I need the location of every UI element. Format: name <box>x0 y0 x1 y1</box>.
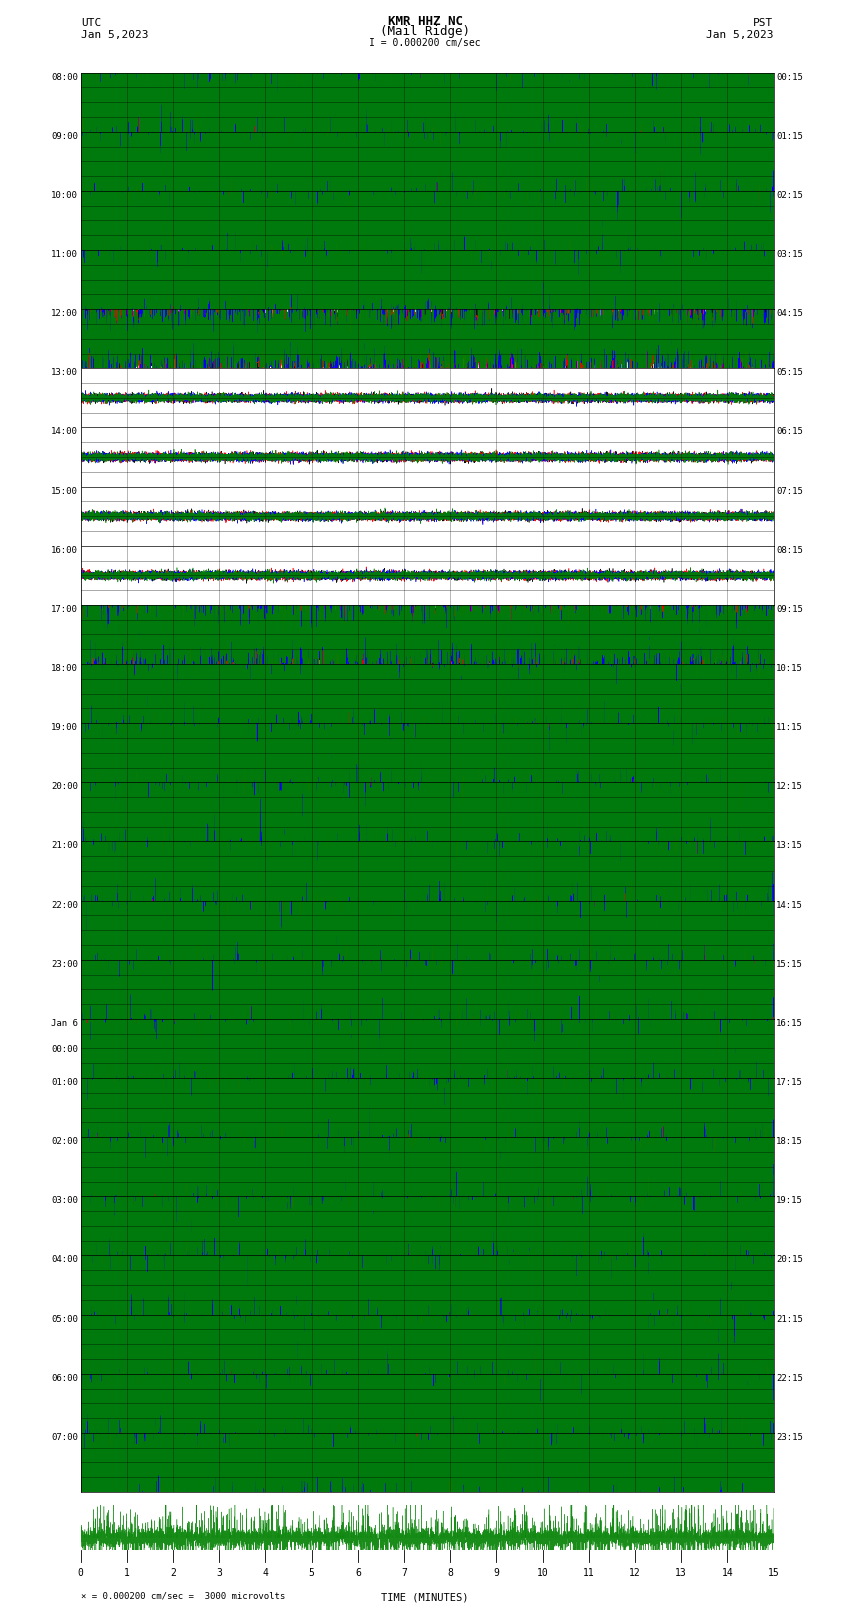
Text: 17:00: 17:00 <box>51 605 78 615</box>
Text: 02:15: 02:15 <box>776 190 803 200</box>
Text: 06:15: 06:15 <box>776 427 803 437</box>
Text: 21:00: 21:00 <box>51 842 78 850</box>
Text: 19:00: 19:00 <box>51 723 78 732</box>
Text: 14:15: 14:15 <box>776 900 803 910</box>
Text: 23:00: 23:00 <box>51 960 78 969</box>
Text: 07:00: 07:00 <box>51 1432 78 1442</box>
Text: 6: 6 <box>355 1568 360 1578</box>
Text: 12:15: 12:15 <box>776 782 803 792</box>
Text: UTC: UTC <box>81 18 101 29</box>
Text: 23:15: 23:15 <box>776 1432 803 1442</box>
Text: 04:15: 04:15 <box>776 310 803 318</box>
Text: 17:15: 17:15 <box>776 1077 803 1087</box>
Text: 10:15: 10:15 <box>776 665 803 673</box>
Text: 20:00: 20:00 <box>51 782 78 792</box>
Text: 00:15: 00:15 <box>776 73 803 82</box>
Text: 00:00: 00:00 <box>51 1045 78 1055</box>
Text: 15:15: 15:15 <box>776 960 803 969</box>
Text: (Mail Ridge): (Mail Ridge) <box>380 24 470 37</box>
Text: 9: 9 <box>494 1568 499 1578</box>
Text: 13: 13 <box>675 1568 687 1578</box>
Text: PST: PST <box>753 18 774 29</box>
Text: 21:15: 21:15 <box>776 1315 803 1324</box>
Text: 16:00: 16:00 <box>51 545 78 555</box>
Text: 20:15: 20:15 <box>776 1255 803 1265</box>
Text: 01:15: 01:15 <box>776 132 803 140</box>
Text: 10:00: 10:00 <box>51 190 78 200</box>
Text: 11:00: 11:00 <box>51 250 78 260</box>
Text: Jan 6: Jan 6 <box>51 1019 78 1027</box>
Text: 06:00: 06:00 <box>51 1374 78 1382</box>
Text: Jan 5,2023: Jan 5,2023 <box>706 29 774 39</box>
Text: 18:15: 18:15 <box>776 1137 803 1147</box>
Text: 11: 11 <box>583 1568 595 1578</box>
Text: 14:00: 14:00 <box>51 427 78 437</box>
Text: 0: 0 <box>78 1568 83 1578</box>
Text: 07:15: 07:15 <box>776 487 803 495</box>
Text: 11:15: 11:15 <box>776 723 803 732</box>
Text: 18:00: 18:00 <box>51 665 78 673</box>
Text: 09:00: 09:00 <box>51 132 78 140</box>
Text: Jan 5,2023: Jan 5,2023 <box>81 29 148 39</box>
Text: 15: 15 <box>768 1568 779 1578</box>
Text: 08:15: 08:15 <box>776 545 803 555</box>
Text: 05:00: 05:00 <box>51 1315 78 1324</box>
Text: 3: 3 <box>217 1568 222 1578</box>
Text: 01:00: 01:00 <box>51 1077 78 1087</box>
Text: 10: 10 <box>536 1568 548 1578</box>
Text: 05:15: 05:15 <box>776 368 803 377</box>
Text: 22:00: 22:00 <box>51 900 78 910</box>
Text: I = 0.000200 cm/sec: I = 0.000200 cm/sec <box>369 37 481 47</box>
Text: × = 0.000200 cm/sec =  3000 microvolts: × = 0.000200 cm/sec = 3000 microvolts <box>81 1590 285 1600</box>
Text: 5: 5 <box>309 1568 314 1578</box>
Text: 12:00: 12:00 <box>51 310 78 318</box>
Text: TIME (MINUTES): TIME (MINUTES) <box>382 1592 468 1602</box>
Text: 19:15: 19:15 <box>776 1197 803 1205</box>
Text: 15:00: 15:00 <box>51 487 78 495</box>
Text: 03:15: 03:15 <box>776 250 803 260</box>
Text: 4: 4 <box>263 1568 269 1578</box>
Text: 14: 14 <box>722 1568 734 1578</box>
Text: 8: 8 <box>447 1568 453 1578</box>
Text: 2: 2 <box>170 1568 176 1578</box>
Text: 16:15: 16:15 <box>776 1019 803 1027</box>
Text: 09:15: 09:15 <box>776 605 803 615</box>
Text: 03:00: 03:00 <box>51 1197 78 1205</box>
Text: 7: 7 <box>401 1568 407 1578</box>
Text: 1: 1 <box>124 1568 130 1578</box>
Text: 12: 12 <box>629 1568 641 1578</box>
Text: 04:00: 04:00 <box>51 1255 78 1265</box>
Text: 02:00: 02:00 <box>51 1137 78 1147</box>
Text: 13:15: 13:15 <box>776 842 803 850</box>
Text: 08:00: 08:00 <box>51 73 78 82</box>
Text: KMR HHZ NC: KMR HHZ NC <box>388 15 462 29</box>
Text: 13:00: 13:00 <box>51 368 78 377</box>
Text: 22:15: 22:15 <box>776 1374 803 1382</box>
